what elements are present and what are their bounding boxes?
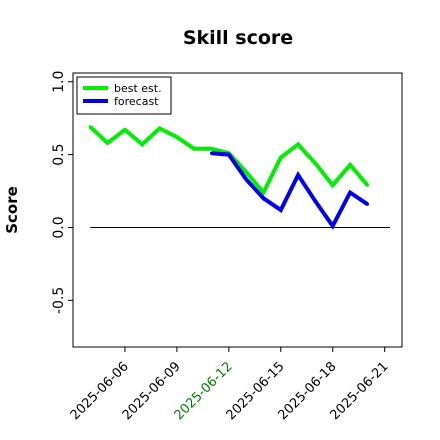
legend-label-forecast: forecast <box>114 95 159 108</box>
y-tick-label: 0.5 <box>51 143 67 165</box>
series-line-best-est <box>88 125 369 197</box>
legend-label-best-est: best est. <box>114 82 162 95</box>
data-point-forecast <box>209 151 214 155</box>
data-point-best-est <box>106 141 110 145</box>
y-tick-label: 1.0 <box>51 71 67 93</box>
data-point-best-est <box>175 135 179 139</box>
data-point-forecast <box>296 173 300 177</box>
series-line-forecast <box>211 151 369 230</box>
data-point-forecast <box>261 196 266 200</box>
legend: best est. forecast <box>76 76 172 115</box>
data-point-best-est <box>279 155 283 160</box>
data-point-forecast <box>279 208 283 212</box>
data-point-best-est <box>348 163 352 167</box>
data-point-forecast <box>348 190 352 195</box>
data-point-best-est <box>192 147 196 151</box>
plot-frame <box>72 72 403 348</box>
data-point-best-est <box>158 126 162 130</box>
data-point-best-est <box>140 142 144 146</box>
data-point-best-est <box>296 142 300 146</box>
data-point-forecast <box>227 153 231 157</box>
data-point-forecast <box>331 224 335 228</box>
data-point-best-est <box>88 125 92 129</box>
y-tick-label: -0.5 <box>51 287 67 314</box>
y-tick-label: 0.0 <box>51 216 67 238</box>
data-point-best-est <box>313 161 317 165</box>
data-point-best-est <box>209 147 214 151</box>
data-point-best-est <box>331 183 335 187</box>
legend-box <box>76 76 172 115</box>
chart-title: Skill score <box>183 27 293 49</box>
data-point-forecast <box>244 177 248 181</box>
data-point-best-est <box>123 128 127 132</box>
data-point-best-est <box>244 170 248 174</box>
y-axis-label: Score <box>3 186 21 234</box>
data-point-forecast <box>365 202 369 206</box>
data-point-forecast <box>313 199 317 203</box>
data-point-best-est <box>365 183 369 187</box>
data-point-best-est <box>261 190 266 195</box>
